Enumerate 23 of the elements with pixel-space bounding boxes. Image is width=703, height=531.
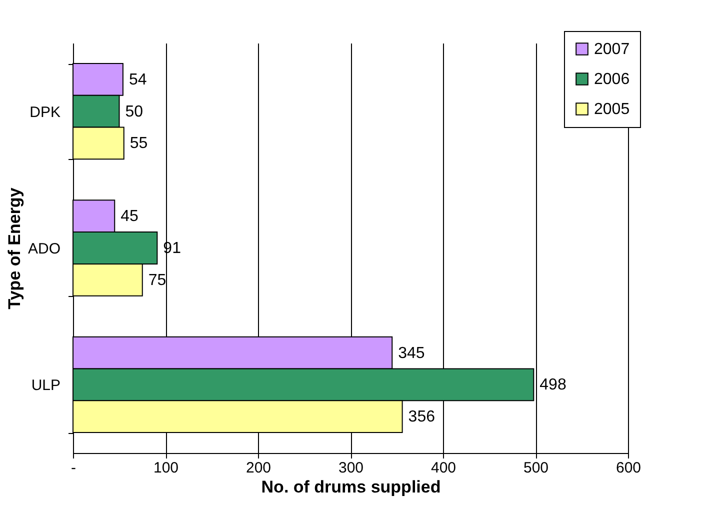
legend-label: 2005 [594,101,630,118]
x-tick-label: 100 [153,460,179,476]
x-tick-label: 300 [338,460,364,476]
data-label: 50 [125,103,144,120]
data-label: 345 [398,344,425,362]
y-tick-label: DPK [30,104,60,121]
y-tick-label: ADO [28,240,60,258]
legend-label: 2006 [594,71,630,88]
data-label: 498 [540,376,566,394]
x-tick-label: - [71,460,76,476]
data-label: 54 [128,71,147,88]
y-axis-title: Type of Energy [4,187,24,310]
x-tick-label: 500 [523,460,549,476]
x-axis-title: No. of drums supplied [261,478,441,496]
data-label: 55 [130,135,148,152]
x-tick-label: 400 [430,460,456,476]
data-label: 45 [120,208,139,226]
legend-label: 2007 [594,41,630,58]
x-tick-label: 600 [616,460,642,476]
data-label: 356 [408,408,436,426]
data-label: 75 [148,272,166,289]
y-tick-label: ULP [31,377,60,394]
x-tick-label: 200 [246,460,272,476]
